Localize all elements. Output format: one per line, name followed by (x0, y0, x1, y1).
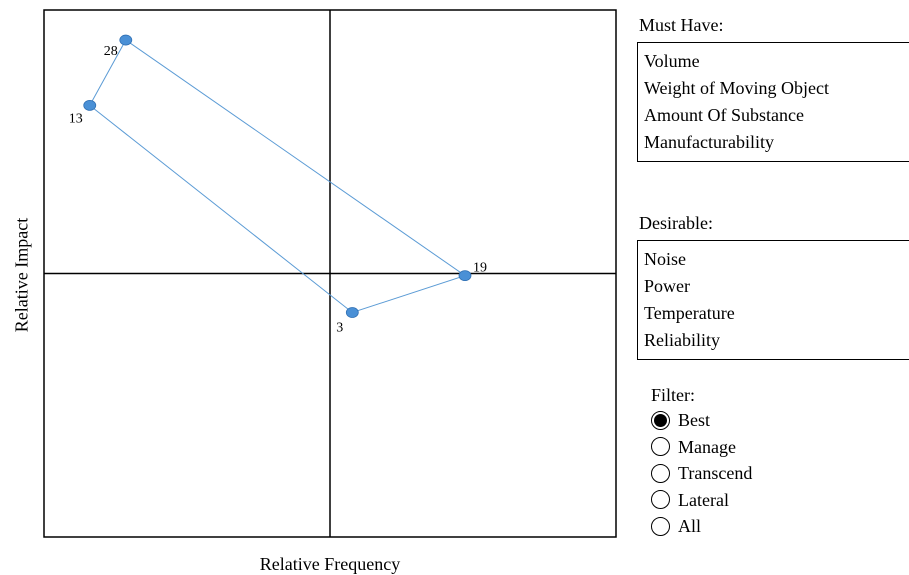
must-have-item-manufacturability[interactable]: Manufacturability (644, 132, 774, 152)
series-outline (89, 39, 467, 314)
radio-button-all[interactable] (651, 516, 670, 536)
radio-label-transcend[interactable]: Transcend (678, 463, 753, 484)
x-axis-title: Relative Frequency (259, 554, 401, 574)
filter-option-lateral[interactable]: Lateral (651, 487, 752, 514)
desirable-listbox[interactable]: Noise Power Temperature Reliability (637, 240, 909, 360)
point-label-19: 19 (473, 261, 487, 276)
radio-label-manage[interactable]: Manage (678, 436, 736, 457)
data-point-28[interactable]: 28 (104, 34, 133, 59)
data-point-19[interactable]: 19 (458, 261, 487, 282)
point-label-13: 13 (69, 111, 83, 126)
radio-selected-dot (654, 413, 667, 427)
radio-button-best[interactable] (651, 410, 670, 430)
radio-label-all[interactable]: All (678, 516, 702, 537)
data-point-3[interactable]: 3 (336, 307, 359, 335)
filter-option-manage[interactable]: Manage (651, 434, 752, 461)
point-label-28: 28 (104, 44, 118, 59)
data-point-13[interactable]: 13 (69, 99, 97, 126)
desirable-item-power[interactable]: Power (644, 276, 690, 296)
desirable-item-noise[interactable]: Noise (644, 249, 686, 269)
desirable-item-reliability[interactable]: Reliability (644, 330, 720, 350)
filter-heading: Filter: (651, 385, 695, 405)
radio-button-manage[interactable] (651, 437, 670, 457)
desirable-item-temperature[interactable]: Temperature (644, 303, 735, 323)
must-have-item-amount-of-substance[interactable]: Amount Of Substance (644, 105, 804, 125)
radio-label-best[interactable]: Best (678, 410, 711, 431)
must-have-item-weight-of-moving-object[interactable]: Weight of Moving Object (644, 78, 830, 98)
filter-radio-group: Filter: Best Manage Transcend Lateral Al… (651, 383, 752, 540)
point-marker-3[interactable] (345, 307, 359, 318)
radio-button-transcend[interactable] (651, 463, 670, 483)
filter-option-all[interactable]: All (651, 513, 752, 540)
point-marker-19[interactable] (458, 270, 472, 282)
radio-label-lateral[interactable]: Lateral (678, 489, 729, 510)
must-have-item-volume[interactable]: Volume (644, 51, 700, 71)
must-have-listbox[interactable]: Volume Weight of Moving Object Amount Of… (637, 42, 909, 162)
point-marker-13[interactable] (83, 99, 97, 111)
point-label-3: 3 (336, 320, 343, 335)
series-layer: 28 19 3 13 (69, 34, 487, 335)
desirable-heading: Desirable: (639, 213, 713, 233)
must-have-heading: Must Have: (639, 15, 724, 35)
radio-button-lateral[interactable] (651, 490, 670, 510)
point-marker-28[interactable] (119, 34, 133, 46)
filter-option-best[interactable]: Best (651, 407, 752, 434)
y-axis-title: Relative Impact (11, 217, 32, 333)
filter-option-transcend[interactable]: Transcend (651, 460, 752, 487)
